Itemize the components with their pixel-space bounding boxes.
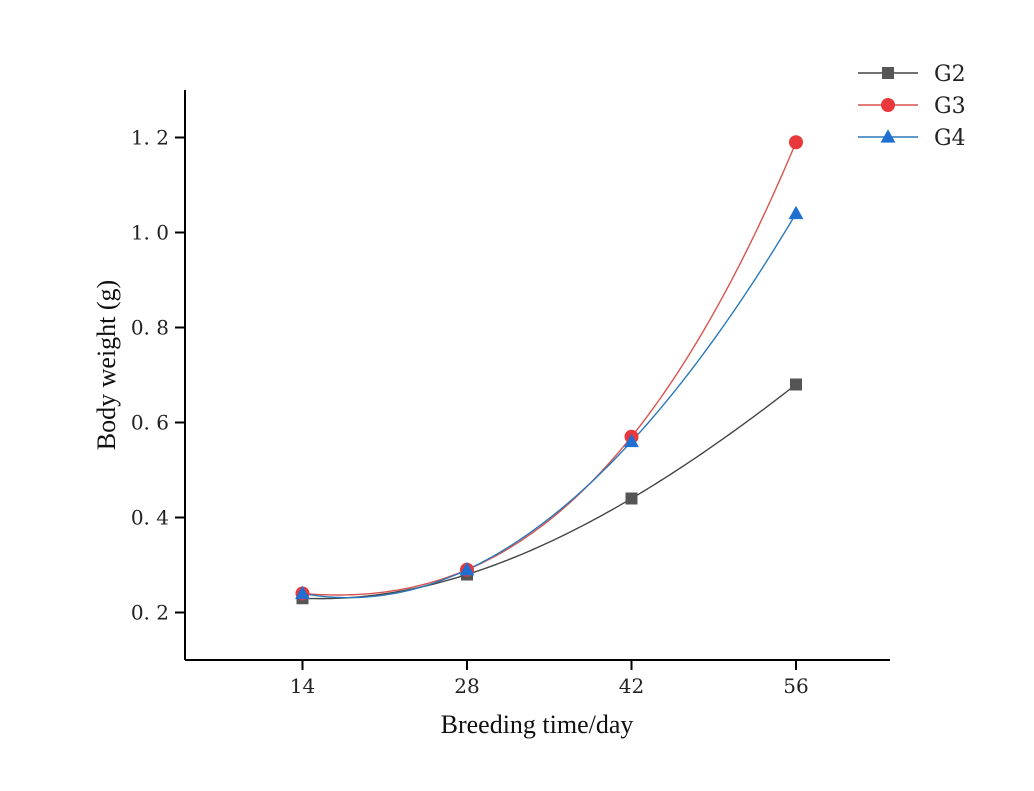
legend-marker-g4 (880, 129, 896, 143)
y-tick-label: 1. 0 (131, 221, 169, 245)
legend-label-g4: G4 (934, 126, 966, 151)
y-tick-label: 0. 4 (131, 506, 169, 530)
series-line-g2 (302, 383, 797, 600)
x-ticks: 14 28 42 56 (290, 660, 809, 698)
data-point-g3 (789, 135, 803, 150)
legend: G2 G3 G4 (858, 62, 966, 151)
legend-marker-g3 (881, 98, 895, 112)
data-point-g2 (790, 378, 802, 391)
legend-label-g3: G3 (934, 94, 966, 119)
axes (184, 90, 890, 661)
data-point-g2 (625, 492, 638, 505)
data-points (295, 135, 804, 605)
data-point-g4 (295, 585, 310, 600)
y-tick-label: 1. 2 (131, 126, 169, 150)
x-tick-label: 14 (290, 674, 315, 698)
x-axis-title: Breeding time/day (441, 710, 634, 739)
x-tick-label: 28 (454, 674, 479, 698)
data-point-g4 (459, 561, 475, 576)
data-point-g4 (788, 205, 804, 220)
y-ticks: 0. 2 0. 4 0. 6 0. 8 1. 0 1. 2 (131, 126, 185, 625)
fitted-curves (302, 141, 797, 600)
y-tick-label: 0. 8 (131, 316, 169, 340)
data-point-g4 (624, 433, 639, 448)
series-line-g4 (302, 213, 797, 599)
x-tick-label: 56 (783, 674, 808, 698)
x-tick-label: 42 (619, 674, 644, 698)
y-tick-label: 0. 6 (131, 411, 169, 435)
y-axis-title: Body weight (g) (92, 280, 121, 450)
series-line-g3 (302, 141, 797, 596)
legend-label-g2: G2 (934, 62, 966, 87)
legend-marker-g2 (882, 67, 894, 79)
y-tick-label: 0. 2 (131, 601, 169, 625)
